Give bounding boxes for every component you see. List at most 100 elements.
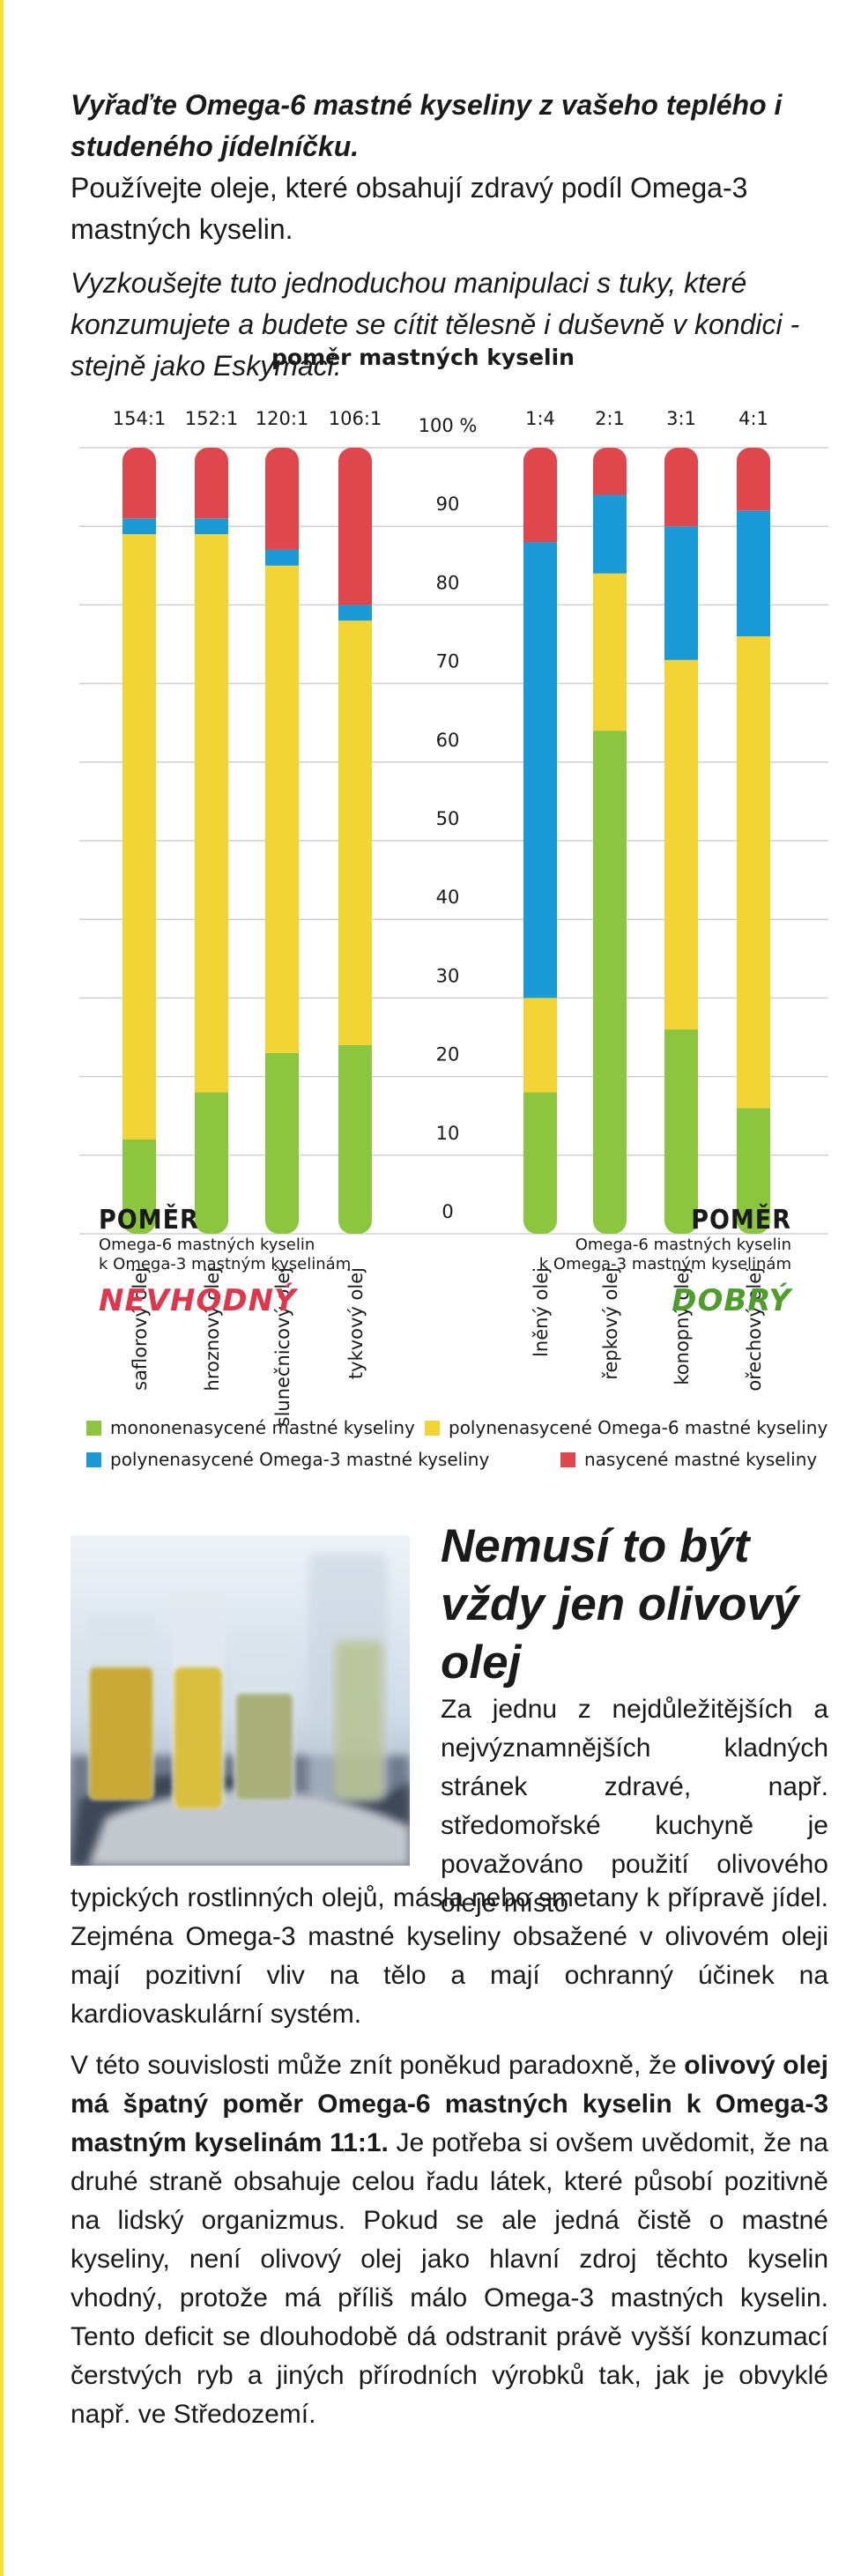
left-accent-rule xyxy=(0,0,4,2576)
y-tick-label: 10 xyxy=(436,1123,460,1144)
bar-segment xyxy=(338,1044,372,1234)
bar-segment xyxy=(593,573,627,731)
legend-label: mononenasycené mastné kyseliny xyxy=(110,1417,415,1438)
bar-segment xyxy=(122,518,156,535)
y-tick-label: 0 xyxy=(442,1201,453,1222)
bar-segment xyxy=(195,534,228,1093)
ratio-label: 1:4 xyxy=(525,408,555,429)
ratio-label: 106:1 xyxy=(329,408,382,429)
heading-line: olej xyxy=(441,1637,522,1689)
oil-bottles-photo xyxy=(70,1535,410,1866)
photo-illustration xyxy=(70,1553,410,1866)
y-tick-label: 60 xyxy=(436,730,460,751)
chart-title: poměr mastných kyselin xyxy=(271,345,575,370)
bar-segment xyxy=(265,549,299,566)
bar-segment xyxy=(593,448,627,495)
fatty-acid-chart: poměr mastných kyselin 0 10 20 30 40 50 60 70 80 9… xyxy=(0,344,846,1516)
ratio-label: 152:1 xyxy=(185,408,239,429)
article-heading: Nemusí to být vždy jen olivový olej xyxy=(441,1518,828,1692)
bar-segment xyxy=(122,448,156,519)
bar-segment xyxy=(737,448,770,511)
bar-segment xyxy=(523,542,557,998)
para2-bold: olivový olej má špatný poměr Omega-6 mas… xyxy=(70,2051,828,2157)
category-label: ořechový olej xyxy=(744,1267,765,1392)
bar-segment xyxy=(122,534,156,1140)
note-good-ratio: POMĚR Omega-6 mastných kyselin k Omega-3… xyxy=(539,1206,791,1320)
legend-item-omega3: polynenasycené Omega-3 mastné kyseliny xyxy=(86,1449,489,1470)
y-tick-label: 80 xyxy=(436,572,460,593)
y-tick-label: 50 xyxy=(436,808,460,829)
ratio-label: 120:1 xyxy=(256,408,309,429)
article-paragraph-1-start: Za jednu z nejdůležitějších a nejvýznamn… xyxy=(441,1695,828,1918)
y-tick-label: 100 % xyxy=(419,415,478,436)
bar-segment xyxy=(664,448,698,527)
note-title: POMĚR xyxy=(691,1205,791,1236)
bar-segment xyxy=(265,1052,299,1234)
bar-segment xyxy=(338,620,372,1045)
note-title: POMĚR xyxy=(99,1205,199,1236)
ratio-label: 4:1 xyxy=(738,408,768,429)
para2-rest: Je potřeba si ovšem uvědomit, že na druh… xyxy=(70,2128,828,2429)
bar-segment xyxy=(737,510,770,637)
bar-segment xyxy=(195,1092,228,1234)
note-line: k Omega-3 mastným kyselinám xyxy=(99,1255,352,1273)
bar-segment xyxy=(593,731,627,1234)
category-label: konopný olej xyxy=(672,1267,693,1385)
intro-line: Používejte oleje, které obsahují zdravý … xyxy=(70,172,748,245)
bar-segment xyxy=(265,448,299,550)
ratio-label: 154:1 xyxy=(113,408,167,429)
category-label: slunečnicový olej xyxy=(272,1267,293,1426)
intro-headline: Vyřaďte Omega-6 mastné kyseliny z vašeho… xyxy=(70,89,783,162)
note-line: k Omega-3 mastným kyselinám xyxy=(538,1255,791,1273)
bar-segment xyxy=(664,659,698,1030)
legend-swatch xyxy=(86,1451,101,1467)
category-label: řepkový olej xyxy=(600,1267,621,1380)
heading-line: Nemusí to být xyxy=(441,1520,750,1572)
legend-item-omega6: polynenasycené Omega-6 mastné kyseliny xyxy=(425,1417,827,1438)
legend-item-saturated: nasycené mastné kyseliny xyxy=(560,1449,817,1470)
bar-segment xyxy=(664,526,698,660)
y-tick-label: 40 xyxy=(436,887,460,908)
bar-segment xyxy=(523,448,557,543)
bar-segment xyxy=(664,1029,698,1234)
y-tick-label: 20 xyxy=(436,1044,460,1065)
note-bad-ratio: POMĚR Omega-6 mastných kyselin k Omega-3… xyxy=(99,1206,351,1320)
bar-segment xyxy=(338,605,372,621)
bar-segment xyxy=(122,1139,156,1234)
category-label: lněný olej xyxy=(531,1267,552,1357)
y-tick-label: 70 xyxy=(436,651,460,672)
bar-segment xyxy=(523,998,557,1093)
y-tick-label: 30 xyxy=(436,965,460,986)
legend-label: polynenasycené Omega-3 mastné kyseliny xyxy=(110,1449,490,1470)
verdict-bad: NEVHODNÝ xyxy=(99,1283,297,1318)
ratio-label: 3:1 xyxy=(666,408,696,429)
bar-segment xyxy=(523,1092,557,1234)
legend-swatch xyxy=(86,1420,101,1436)
category-label: tykvový olej xyxy=(345,1267,367,1379)
note-line: Omega-6 mastných kyselin xyxy=(99,1236,315,1254)
intro-text: Vyřaďte Omega-6 mastné kyseliny z vašeho… xyxy=(70,85,828,387)
bar-segment xyxy=(593,494,627,574)
ratio-label: 2:1 xyxy=(595,408,625,429)
note-line: Omega-6 mastných kyselin xyxy=(575,1236,791,1254)
article-paragraph-2: V této souvislosti může znít poněkud par… xyxy=(70,2046,828,2434)
legend-swatch xyxy=(560,1451,575,1467)
bar-segment xyxy=(195,518,228,535)
chart-svg: poměr mastných kyselin 0 10 20 30 40 50 60 70 80 9… xyxy=(79,345,828,1426)
para2-start: V této souvislosti může znít poněkud par… xyxy=(70,2051,685,2080)
bar-segment xyxy=(737,636,770,1109)
intro-italic: Vyzkoušejte tuto jednoduchou manipulaci … xyxy=(70,267,800,382)
bar-segment xyxy=(195,448,228,519)
category-label: hroznový olej xyxy=(202,1267,223,1391)
legend-swatch xyxy=(425,1420,440,1436)
legend-item-mono: mononenasycené mastné kyseliny xyxy=(86,1417,415,1438)
legend-label: nasycené mastné kyseliny xyxy=(584,1449,818,1470)
bar-segment xyxy=(737,1108,770,1234)
bar-segment xyxy=(338,448,372,605)
category-label: saflorový olej xyxy=(130,1267,151,1391)
y-tick-label: 90 xyxy=(436,494,460,515)
legend-label: polynenasycené Omega-6 mastné kyseliny xyxy=(449,1417,828,1438)
bar-segment xyxy=(265,565,299,1053)
article-paragraph-1-end: typických rostlinných olejů, másla nebo … xyxy=(70,1883,828,2029)
verdict-good: DOBRÝ xyxy=(672,1283,791,1318)
